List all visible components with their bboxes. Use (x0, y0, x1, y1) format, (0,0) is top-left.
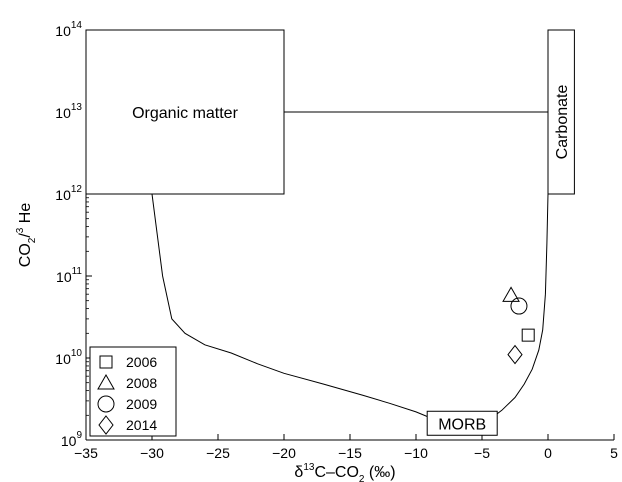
legend-marker-2014 (98, 415, 114, 435)
y-tick-label: 1014 (55, 20, 82, 39)
data-point-2008 (502, 286, 520, 302)
data-point-2009 (510, 297, 528, 315)
x-axis-ticks: −35 −30 −25 −20 −15 −10 −5 0 5 (74, 434, 618, 461)
end-member-carbonate: Carbonate (547, 29, 575, 195)
legend-label: 2008 (126, 375, 157, 391)
y-tick-label: 1011 (56, 266, 82, 285)
legend-marker-2006 (99, 355, 113, 369)
data-point-2014 (507, 344, 523, 365)
y-axis-ticks: 109 1010 1011 1012 1013 1014 (55, 20, 92, 449)
x-tick-label: −20 (272, 445, 296, 461)
x-tick-label: −5 (474, 445, 490, 461)
x-tick-label: 0 (544, 445, 552, 461)
y-axis-title: CO2/3 He (15, 203, 38, 268)
end-member-organic-matter: Organic matter (85, 29, 285, 195)
end-member-label: MORB (438, 416, 486, 433)
y-tick-label: 109 (61, 430, 83, 449)
x-tick-label: −10 (404, 445, 428, 461)
legend: 2006 2008 2009 2014 (89, 346, 177, 437)
legend-box (89, 346, 177, 437)
legend-label: 2009 (126, 396, 157, 412)
mixing-curves (151, 111, 549, 424)
legend-label: 2006 (126, 354, 157, 370)
y-tick-label: 1012 (55, 184, 82, 203)
end-member-label: Organic matter (132, 105, 238, 122)
legend-label: 2014 (126, 417, 157, 433)
data-point-2006 (521, 328, 535, 342)
mixing-curve (151, 193, 439, 422)
end-member-boxes: Organic matter Carbonate MORB (85, 29, 575, 436)
end-member-box (547, 29, 575, 195)
end-member-label: Carbonate (554, 85, 571, 160)
x-tick-label: 5 (610, 445, 618, 461)
x-tick-label: −25 (206, 445, 230, 461)
data-points (502, 286, 535, 365)
y-tick-label: 1010 (55, 348, 82, 367)
y-tick-label: 1013 (55, 102, 82, 121)
x-tick-label: −35 (74, 445, 98, 461)
mixing-curve (484, 193, 549, 424)
x-tick-label: −15 (338, 445, 362, 461)
legend-marker-2008 (97, 373, 115, 390)
x-axis-title: δ13C–CO2 (‰) (294, 462, 395, 482)
legend-marker-2009 (97, 395, 115, 413)
end-member-box (426, 410, 498, 436)
end-member-box (85, 29, 285, 195)
x-tick-label: −30 (140, 445, 164, 461)
end-member-morb: MORB (426, 410, 498, 436)
